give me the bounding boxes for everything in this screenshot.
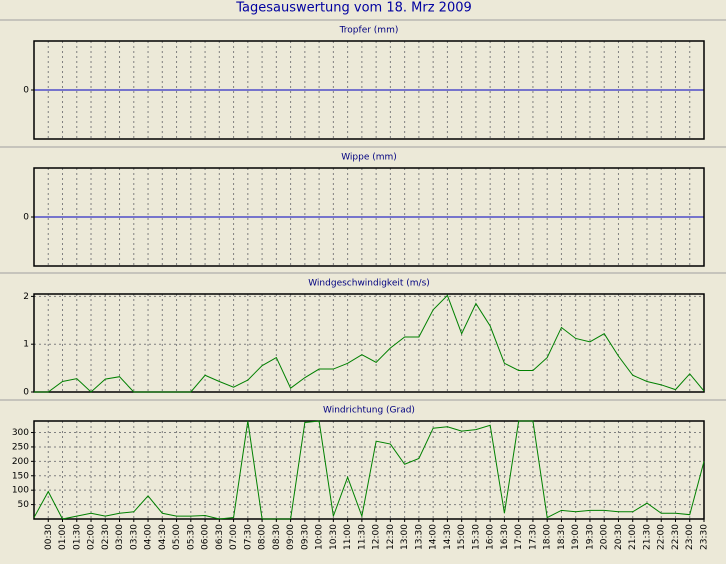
data-line — [33, 420, 705, 520]
x-tick-label: 06:00 — [201, 524, 211, 550]
x-tick-label: 17:00 — [514, 524, 524, 550]
x-tick-label: 06:30 — [215, 524, 225, 550]
x-tick-label: 18:00 — [543, 524, 553, 550]
x-tick-label: 02:00 — [87, 524, 97, 550]
x-tick-label: 20:30 — [614, 524, 624, 550]
panel-title: Tropfer (mm) — [339, 26, 399, 36]
plot-frame — [33, 420, 705, 520]
y-tick-label: 0 — [23, 213, 29, 223]
x-tick-label: 03:30 — [129, 524, 139, 550]
x-tick-label: 10:00 — [315, 524, 325, 550]
x-tick-label: 14:30 — [443, 524, 453, 550]
x-tick-label: 20:00 — [600, 524, 610, 550]
x-tick-label: 09:30 — [300, 524, 310, 550]
x-tick-label: 16:00 — [486, 524, 496, 550]
x-tick-label: 07:00 — [229, 524, 239, 550]
x-tick-label: 23:00 — [685, 524, 695, 550]
y-tick-label: 50 — [18, 500, 30, 510]
x-tick-label: 15:00 — [457, 524, 467, 550]
x-tick-label: 21:00 — [628, 524, 638, 550]
x-tick-label: 13:00 — [400, 524, 410, 550]
plot-frame — [33, 40, 705, 140]
x-tick-label: 03:00 — [115, 524, 125, 550]
x-tick-label: 23:30 — [700, 524, 710, 550]
x-tick-label: 15:30 — [471, 524, 481, 550]
plot-frame — [33, 293, 705, 393]
x-tick-label: 22:00 — [657, 524, 667, 550]
x-tick-label: 14:00 — [429, 524, 439, 550]
y-tick-label: 0 — [23, 388, 29, 398]
x-tick-label: 16:30 — [500, 524, 510, 550]
x-tick-label: 19:00 — [571, 524, 581, 550]
x-tick-label: 09:00 — [286, 524, 296, 550]
y-tick-label: 2 — [23, 292, 29, 302]
x-tick-label: 00:30 — [44, 524, 54, 550]
data-line — [34, 294, 705, 393]
y-tick-label: 250 — [12, 442, 29, 452]
y-tick-label: 300 — [12, 428, 29, 438]
panel-title: Wippe (mm) — [341, 153, 397, 163]
x-tick-label: 05:00 — [172, 524, 182, 550]
x-tick-label: 13:30 — [414, 524, 424, 550]
y-tick-label: 150 — [12, 471, 29, 481]
plot-frame — [33, 167, 705, 267]
y-tick-label: 1 — [23, 340, 29, 350]
panel-title: Windrichtung (Grad) — [323, 406, 415, 416]
x-tick-label: 11:00 — [343, 524, 353, 550]
x-tick-label: 12:00 — [372, 524, 382, 550]
x-tick-label: 19:30 — [585, 524, 595, 550]
x-tick-label: 02:30 — [101, 524, 111, 550]
x-tick-label: 10:30 — [329, 524, 339, 550]
x-tick-label: 17:30 — [528, 524, 538, 550]
x-tick-label: 22:30 — [671, 524, 681, 550]
x-tick-label: 01:00 — [58, 524, 68, 550]
x-tick-label: 08:30 — [272, 524, 282, 550]
x-tick-label: 01:30 — [72, 524, 82, 550]
x-tick-label: 18:30 — [557, 524, 567, 550]
panel-title: Windgeschwindigkeit (m/s) — [308, 279, 430, 289]
y-tick-label: 200 — [12, 457, 29, 467]
x-tick-label: 08:00 — [258, 524, 268, 550]
x-tick-label: 21:30 — [642, 524, 652, 550]
x-tick-label: 04:30 — [158, 524, 168, 550]
x-tick-label: 12:30 — [386, 524, 396, 550]
x-tick-label: 11:30 — [357, 524, 367, 550]
y-tick-label: 0 — [23, 86, 29, 96]
page-title: Tagesauswertung vom 18. Mrz 2009 — [235, 1, 472, 16]
x-tick-label: 04:00 — [144, 524, 154, 550]
x-tick-label: 07:30 — [243, 524, 253, 550]
x-tick-label: 05:30 — [186, 524, 196, 550]
y-tick-label: 100 — [12, 486, 29, 496]
